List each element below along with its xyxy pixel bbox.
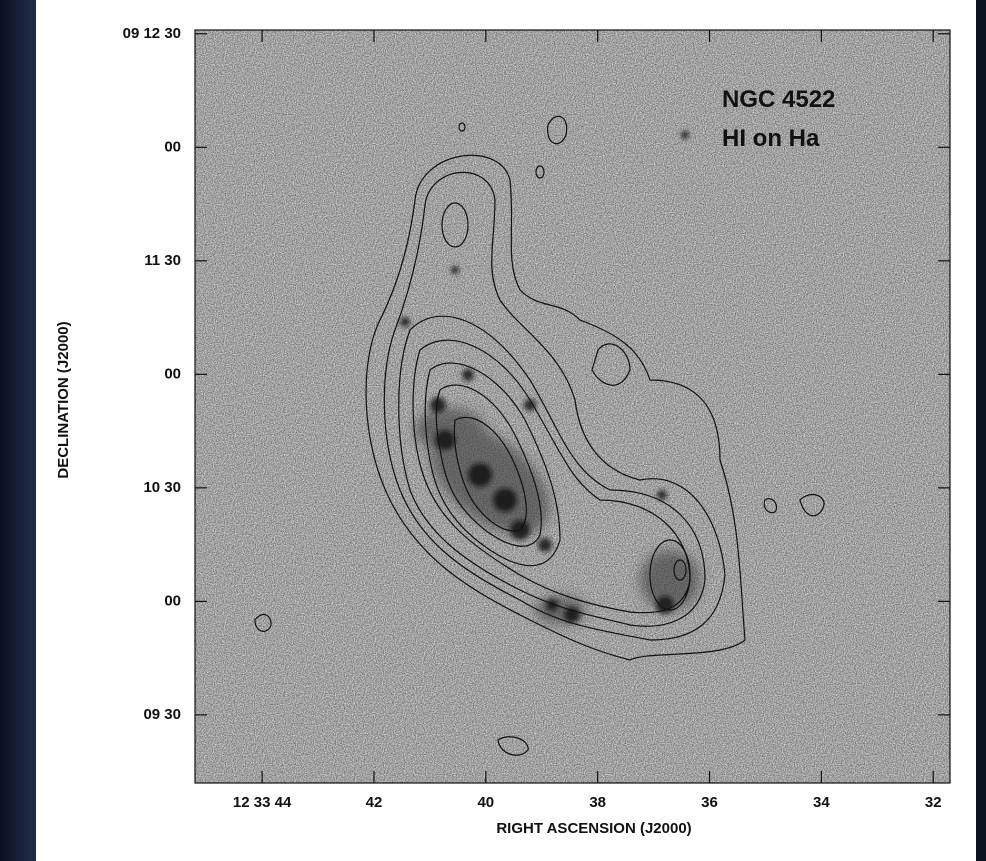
y-tick-label: 00 — [164, 592, 181, 609]
plot-image — [195, 30, 950, 783]
plot-frame — [194, 29, 951, 784]
x-tick-label: 42 — [366, 794, 383, 811]
y-tick-label: 09 30 — [143, 706, 181, 723]
y-tick-label: 11 30 — [144, 252, 181, 269]
x-tick-label: 38 — [589, 794, 606, 811]
y-tick-label: 09 12 30 — [123, 25, 181, 42]
x-tick-label: 32 — [925, 794, 942, 811]
x-tick-label: 40 — [477, 794, 494, 811]
y-tick-label: 10 30 — [143, 479, 181, 496]
annotation: NGC 4522 — [722, 86, 835, 113]
y-tick-label: 00 — [164, 365, 181, 382]
x-tick-label: 12 33 44 — [233, 794, 292, 811]
y-tick-label: 00 — [164, 138, 181, 155]
x-tick-label: 36 — [701, 794, 718, 811]
x-axis-title: RIGHT ASCENSION (J2000) — [496, 820, 691, 837]
contours — [254, 115, 825, 756]
y-axis-title: DECLINATION (J2000) — [55, 321, 72, 478]
annotation: HI on Ha — [722, 125, 820, 152]
x-tick-label: 34 — [813, 794, 830, 811]
